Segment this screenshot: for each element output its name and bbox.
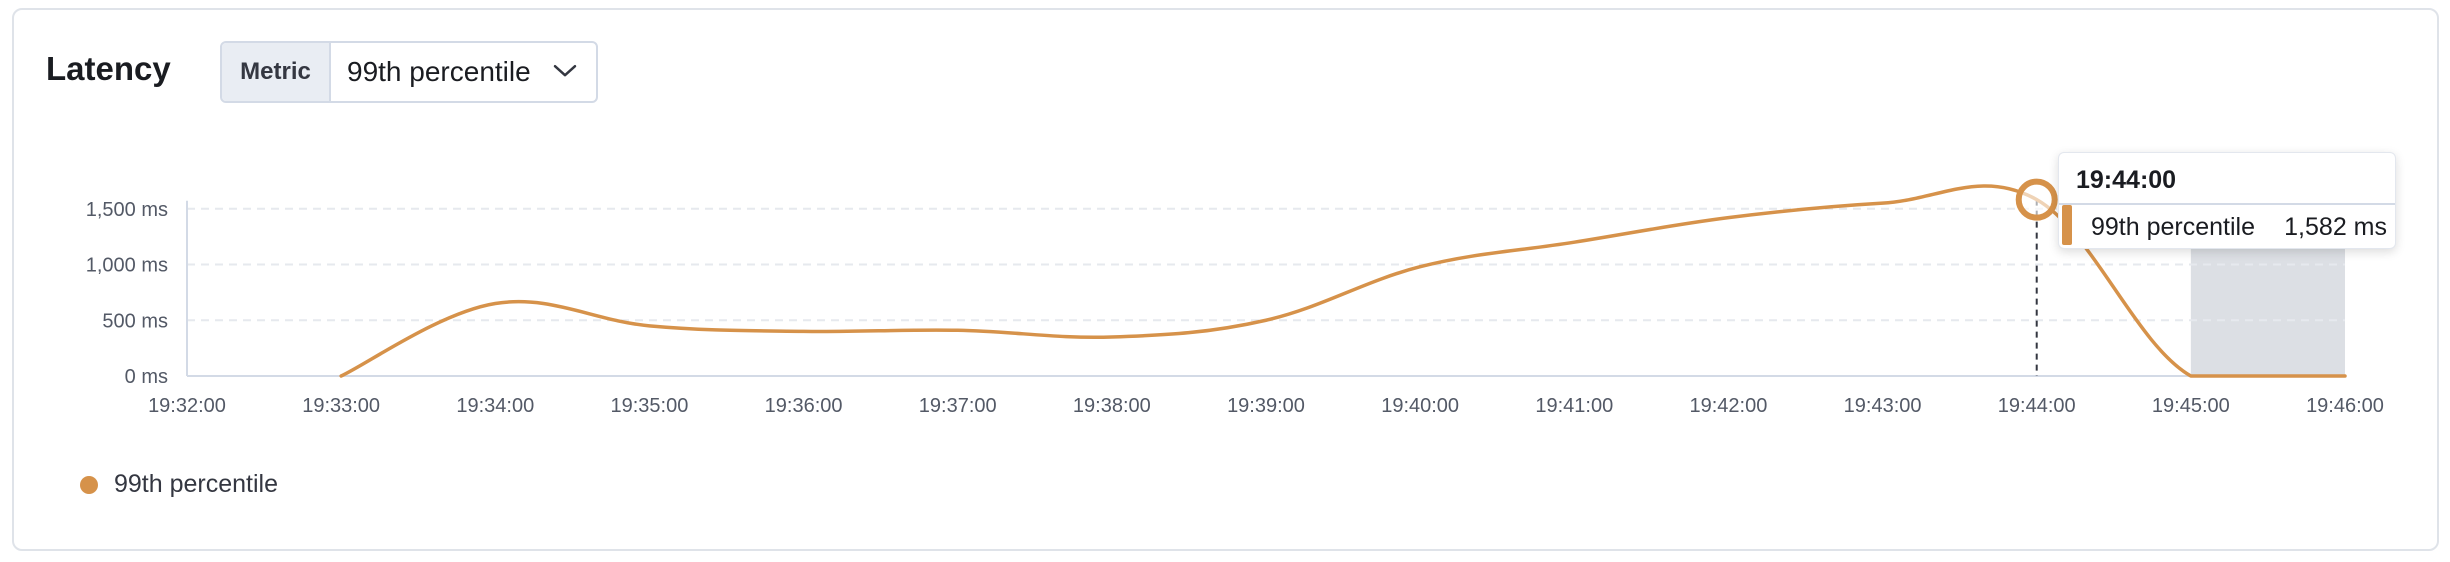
chevron-down-icon [553,64,577,77]
y-tick-label: 1,000 ms [86,255,168,277]
y-tick-label: 500 ms [102,310,168,332]
x-tick-label: 19:43:00 [1844,395,1922,417]
x-tick-label: 19:42:00 [1689,395,1767,417]
legend-swatch[interactable] [80,475,98,494]
tooltip-series-name: 99th percentile [2091,213,2256,241]
y-tick-label: 1,500 ms [86,199,168,221]
chart-legend: 99th percentile [80,470,278,499]
metric-select[interactable]: Metric 99th percentile [220,41,598,103]
tooltip-series-value: 1,582 ms [2284,213,2387,241]
x-tick-label: 19:45:00 [2152,395,2230,417]
metric-select-label: Metric [222,43,331,101]
x-tick-label: 19:41:00 [1535,395,1613,417]
panel-title: Latency [46,50,171,87]
metric-select-value-text: 99th percentile [347,56,531,87]
x-tick-label: 19:35:00 [610,395,688,417]
metric-select-value[interactable]: 99th percentile [331,43,596,101]
highlight-point [2015,178,2058,221]
x-tick-label: 19:39:00 [1227,395,1305,417]
x-tick-label: 19:32:00 [148,395,226,417]
x-tick-label: 19:34:00 [456,395,534,417]
legend-item-label[interactable]: 99th percentile [114,470,279,498]
chart-tooltip: 19:44:00 99th percentile 1,582 ms [2058,152,2396,249]
x-tick-label: 19:40:00 [1381,395,1459,417]
x-tick-label: 19:33:00 [302,395,380,417]
tooltip-divider [2059,203,2395,205]
x-tick-label: 19:37:00 [919,395,997,417]
tooltip-time: 19:44:00 [2076,166,2177,194]
x-tick-label: 19:44:00 [1998,395,2076,417]
x-tick-label: 19:38:00 [1073,395,1151,417]
tooltip-series-swatch [2062,205,2072,245]
x-tick-label: 19:36:00 [765,395,843,417]
x-tick-label: 19:46:00 [2306,395,2384,417]
y-tick-label: 0 ms [125,366,168,388]
